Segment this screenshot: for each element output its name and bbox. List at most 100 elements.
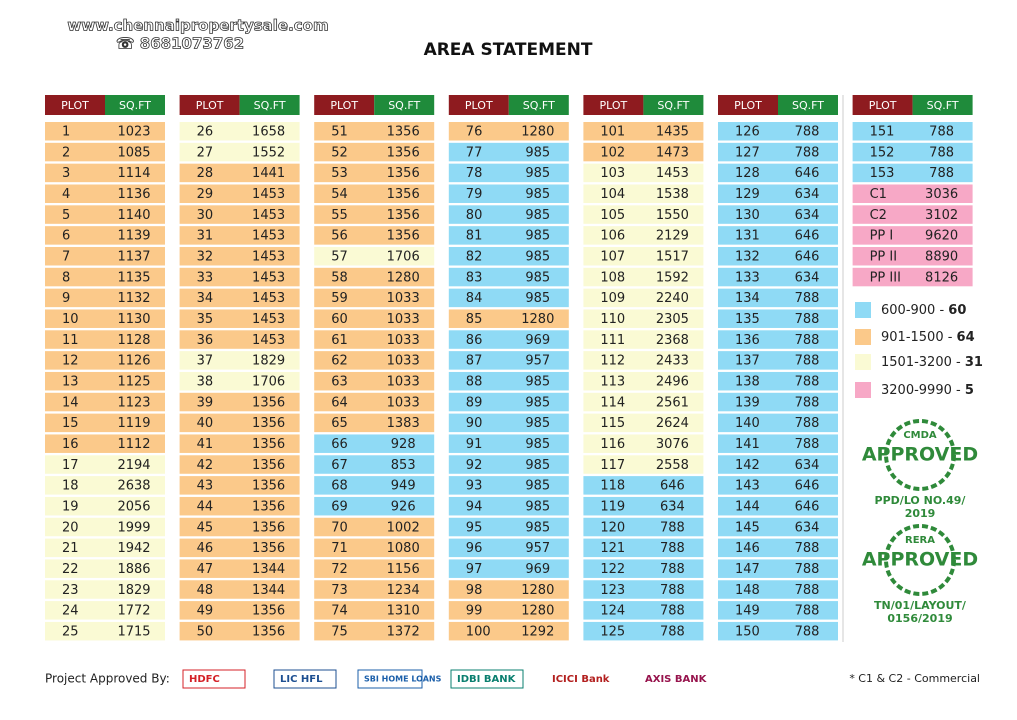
plot-number: 123 xyxy=(600,583,625,598)
plot-number: 64 xyxy=(331,395,348,410)
plot-number: 85 xyxy=(466,312,483,327)
sqft-value: 1140 xyxy=(117,208,150,223)
sqft-value: 1942 xyxy=(117,541,150,556)
sqft-value: 985 xyxy=(525,208,550,223)
sqft-value: 788 xyxy=(660,562,685,577)
sqft-value: 1356 xyxy=(387,229,420,244)
plot-number: 67 xyxy=(331,458,348,473)
sqft-header-text: SQ.FT xyxy=(119,99,151,112)
sqft-value: 1453 xyxy=(252,312,285,327)
sqft-value: 788 xyxy=(795,145,820,160)
bank-name: LIC HFL xyxy=(280,674,323,685)
plot-header xyxy=(583,95,644,115)
row-cell xyxy=(583,496,704,516)
plot-number: 120 xyxy=(600,520,625,535)
plot-number: 121 xyxy=(600,541,625,556)
sqft-value: 788 xyxy=(795,624,820,639)
legend-label: 901-1500 - 64 xyxy=(881,330,975,345)
plot-number: 46 xyxy=(197,541,214,556)
row-cell xyxy=(45,184,165,203)
plot-number: 61 xyxy=(331,333,348,348)
row-cell xyxy=(314,517,435,537)
plot-number: 72 xyxy=(331,562,348,577)
sqft-value: 788 xyxy=(795,333,820,348)
sqft-value: 1453 xyxy=(252,270,285,285)
website: www.chennaipropertysale.com xyxy=(67,17,328,35)
sqft-value: 8126 xyxy=(925,270,958,285)
row-cell xyxy=(45,163,165,183)
legend-count: 64 xyxy=(957,330,975,345)
sqft-value: 634 xyxy=(795,187,820,202)
row-cell xyxy=(718,517,838,537)
sqft-value: 646 xyxy=(795,499,820,514)
row-cell xyxy=(448,122,569,141)
row-cell xyxy=(314,496,435,516)
sqft-value: 646 xyxy=(660,479,685,494)
legend-range: 3200-9990 - xyxy=(881,383,965,398)
plot-number: 11 xyxy=(62,333,79,348)
sqft-value: 1139 xyxy=(117,229,150,244)
sqft-value: 788 xyxy=(795,416,820,431)
plot-number: 39 xyxy=(197,395,214,410)
plot-number: 10 xyxy=(62,312,79,327)
plot-number: 149 xyxy=(735,604,760,619)
plot-number: 17 xyxy=(62,458,79,473)
sqft-value: 1080 xyxy=(387,541,420,556)
sqft-value: 1356 xyxy=(252,437,285,452)
plot-number: 113 xyxy=(600,374,625,389)
row-cell xyxy=(45,351,165,370)
badge-ref: PPD/LO NO.49/ xyxy=(875,494,967,507)
plot-number: 141 xyxy=(735,437,760,452)
row-cell xyxy=(179,476,300,495)
row-cell xyxy=(583,434,704,453)
row-cell xyxy=(314,226,435,245)
plot-number: 150 xyxy=(735,624,760,639)
bank-name: AXIS BANK xyxy=(645,674,708,685)
row-cell xyxy=(583,538,704,558)
plot-number: 117 xyxy=(600,458,625,473)
plot-header-text: PLOT xyxy=(61,99,89,112)
plot-number: 151 xyxy=(870,125,895,140)
plot-number: 152 xyxy=(870,145,895,160)
badge-status: APPROVED xyxy=(862,444,978,466)
sqft-header xyxy=(778,95,838,115)
row-cell xyxy=(718,559,838,578)
row-cell xyxy=(179,371,300,391)
sqft-value: 634 xyxy=(660,499,685,514)
row-cell xyxy=(448,517,569,537)
sqft-header-text: SQ.FT xyxy=(388,99,420,112)
badge-ref: 0156/2019 xyxy=(887,612,952,625)
sqft-value: 646 xyxy=(795,166,820,181)
row-cell xyxy=(448,205,569,224)
bank-logo xyxy=(273,669,337,689)
sqft-value: 1023 xyxy=(117,125,150,140)
row-cell xyxy=(314,538,435,558)
sqft-value: 949 xyxy=(391,479,416,494)
row-cell xyxy=(45,455,165,474)
sqft-value: 1538 xyxy=(656,187,689,202)
plot-number: 21 xyxy=(62,541,79,556)
plot-number: 2 xyxy=(62,145,70,160)
row-cell xyxy=(583,122,704,141)
sqft-value: 2638 xyxy=(117,479,150,494)
row-cell xyxy=(583,559,704,578)
plot-number: 43 xyxy=(197,479,214,494)
row-cell xyxy=(583,517,704,537)
sqft-value: 1356 xyxy=(252,604,285,619)
bank-name: IDBI BANK xyxy=(457,674,517,685)
row-cell xyxy=(179,434,300,453)
plot-number: 69 xyxy=(331,499,348,514)
row-cell xyxy=(448,559,569,578)
sqft-value: 788 xyxy=(795,312,820,327)
sqft-value: 1114 xyxy=(117,166,150,181)
sqft-value: 788 xyxy=(929,125,954,140)
row-cell xyxy=(583,455,704,474)
plot-header-text: PLOT xyxy=(600,99,628,112)
row-cell xyxy=(718,309,838,328)
row-cell xyxy=(314,205,435,224)
badge-ref: TN/01/LAYOUT/ xyxy=(874,599,967,612)
sqft-value: 1999 xyxy=(117,520,150,535)
sqft-value: 788 xyxy=(795,374,820,389)
plot-number: 66 xyxy=(331,437,348,452)
plot-number: 51 xyxy=(331,125,348,140)
